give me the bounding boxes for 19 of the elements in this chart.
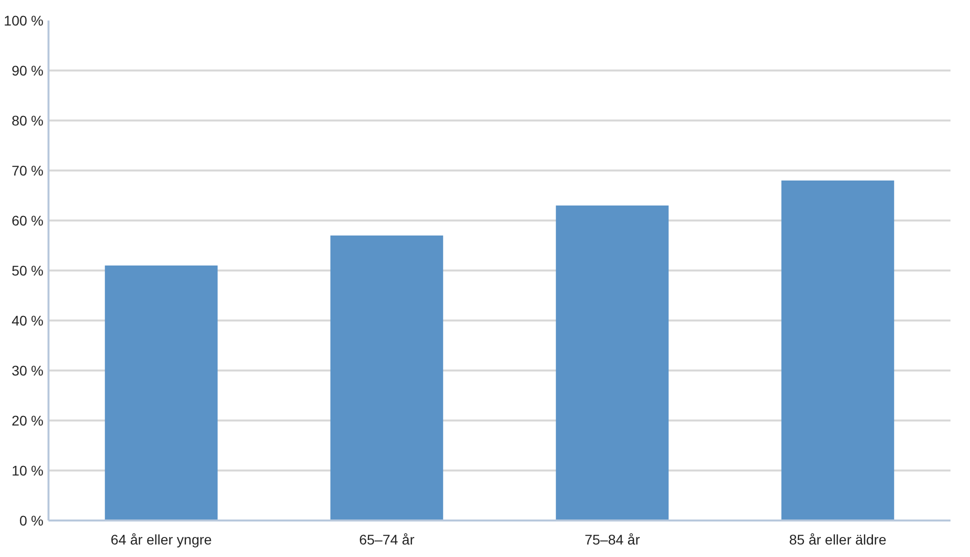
x-tick-label: 65–74 år xyxy=(359,532,415,548)
y-tick-label: 30 % xyxy=(12,362,44,378)
y-tick-label: 90 % xyxy=(12,62,44,78)
y-tick-label: 50 % xyxy=(12,262,44,278)
y-tick-label: 100 % xyxy=(4,12,44,28)
y-tick-label: 60 % xyxy=(12,212,44,228)
bar xyxy=(330,236,444,520)
y-tick-label: 20 % xyxy=(12,412,44,428)
y-tick-label: 40 % xyxy=(12,312,44,328)
y-tick-label: 70 % xyxy=(12,162,44,178)
x-tick-label: 85 år eller äldre xyxy=(789,532,887,548)
y-tick-label: 80 % xyxy=(12,112,44,128)
x-tick-label: 75–84 år xyxy=(584,532,640,548)
y-tick-label: 0 % xyxy=(19,512,44,528)
x-tick-label: 64 år eller yngre xyxy=(110,532,212,548)
bar xyxy=(104,266,218,520)
y-tick-label: 10 % xyxy=(12,462,44,478)
bar xyxy=(556,206,669,520)
bar xyxy=(781,180,894,520)
